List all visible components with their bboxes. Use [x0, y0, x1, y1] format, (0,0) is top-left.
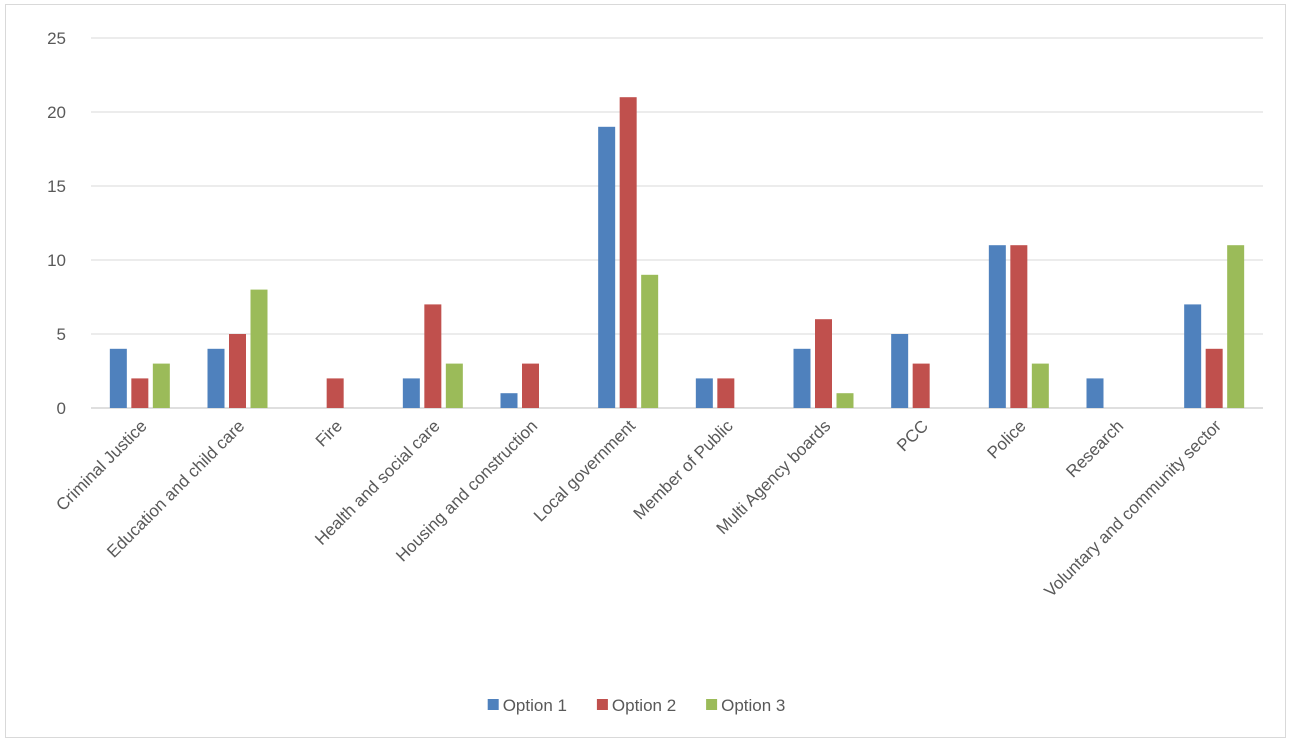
x-tick-label: Member of Public [630, 416, 737, 523]
bar-option-1 [109, 348, 127, 408]
bar-option-2 [229, 334, 246, 408]
bar-option-1 [988, 245, 1006, 408]
bar-option-1 [402, 378, 420, 408]
bar-option-1 [793, 348, 811, 408]
bar-option-2 [522, 363, 539, 408]
legend-swatch-option-3 [706, 699, 718, 710]
y-tick-label: 10 [47, 251, 66, 270]
bar-option-1 [1184, 304, 1202, 408]
y-tick-label: 0 [57, 399, 66, 418]
gridlines [91, 37, 1263, 409]
bar-option-2 [717, 378, 735, 408]
bar-option-3 [250, 289, 268, 408]
bar-option-2 [326, 378, 344, 408]
x-tick-label: Fire [312, 416, 346, 450]
bar-option-2 [131, 378, 149, 408]
bar-option-3 [641, 274, 659, 408]
x-tick-label: Local government [530, 416, 639, 525]
x-tick-label: Criminal Justice [52, 416, 150, 514]
chart-frame: 0 5 10 15 20 25 Criminal Justice Education and… [5, 4, 1286, 738]
y-tick-label: 15 [47, 177, 66, 196]
bar-option-2 [912, 363, 930, 408]
bar-option-3 [445, 363, 463, 408]
bar-option-1 [207, 348, 225, 408]
bar-option-2 [1010, 245, 1028, 408]
bar-option-1 [500, 393, 518, 408]
legend-swatch-option-1 [487, 699, 499, 710]
bar-option-1 [1086, 378, 1104, 408]
y-tick-label: 5 [57, 325, 66, 344]
x-tick-label: Police [983, 416, 1029, 462]
bar-option-2 [815, 319, 832, 408]
bar-option-2 [619, 97, 637, 408]
bar-option-1 [598, 126, 616, 409]
y-tick-label: 25 [47, 29, 66, 48]
bar-option-3 [1031, 363, 1049, 408]
x-tick-label: PCC [893, 416, 932, 455]
bar-option-1 [695, 378, 713, 408]
bar-option-1 [891, 334, 909, 408]
bar-option-2 [424, 304, 442, 408]
legend-label-option-2: Option 2 [612, 696, 676, 715]
bar-option-3 [836, 393, 854, 408]
legend-label-option-1: Option 1 [503, 696, 567, 715]
bars [109, 97, 1245, 409]
legend: Option 1 Option 2 Option 3 [487, 696, 785, 715]
bar-option-3 [152, 363, 170, 408]
legend-label-option-3: Option 3 [721, 696, 785, 715]
y-axis-tick-labels: 0 5 10 15 20 25 [47, 29, 66, 418]
x-tick-label: Voluntary and community sector [1041, 416, 1226, 601]
bar-option-3 [1227, 245, 1245, 408]
x-tick-label: Research [1062, 416, 1127, 481]
bar-option-2 [1205, 348, 1223, 408]
y-tick-label: 20 [47, 103, 66, 122]
legend-swatch-option-2 [596, 699, 608, 710]
